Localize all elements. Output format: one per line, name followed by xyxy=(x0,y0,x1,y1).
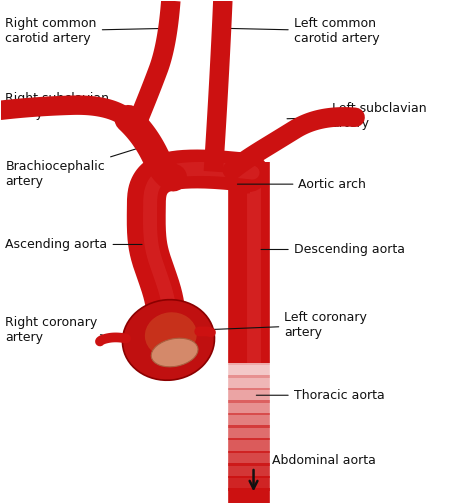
Text: Left subclavian
artery: Left subclavian artery xyxy=(287,102,426,131)
Text: Brachiocephalic
artery: Brachiocephalic artery xyxy=(5,145,149,188)
Ellipse shape xyxy=(122,300,215,380)
Text: Ascending aorta: Ascending aorta xyxy=(5,238,142,251)
Text: Abdominal aorta: Abdominal aorta xyxy=(273,454,376,467)
Text: Aortic arch: Aortic arch xyxy=(237,177,366,191)
Ellipse shape xyxy=(151,338,198,367)
Ellipse shape xyxy=(145,312,197,358)
Text: Right subclavian
artery: Right subclavian artery xyxy=(5,92,109,120)
Text: Left common
carotid artery: Left common carotid artery xyxy=(228,17,379,45)
Text: Thoracic aorta: Thoracic aorta xyxy=(256,389,384,402)
Text: Left coronary
artery: Left coronary artery xyxy=(204,311,367,339)
Text: Right coronary
artery: Right coronary artery xyxy=(5,316,102,344)
Text: Right common
carotid artery: Right common carotid artery xyxy=(5,17,166,45)
Text: Descending aorta: Descending aorta xyxy=(261,243,405,256)
